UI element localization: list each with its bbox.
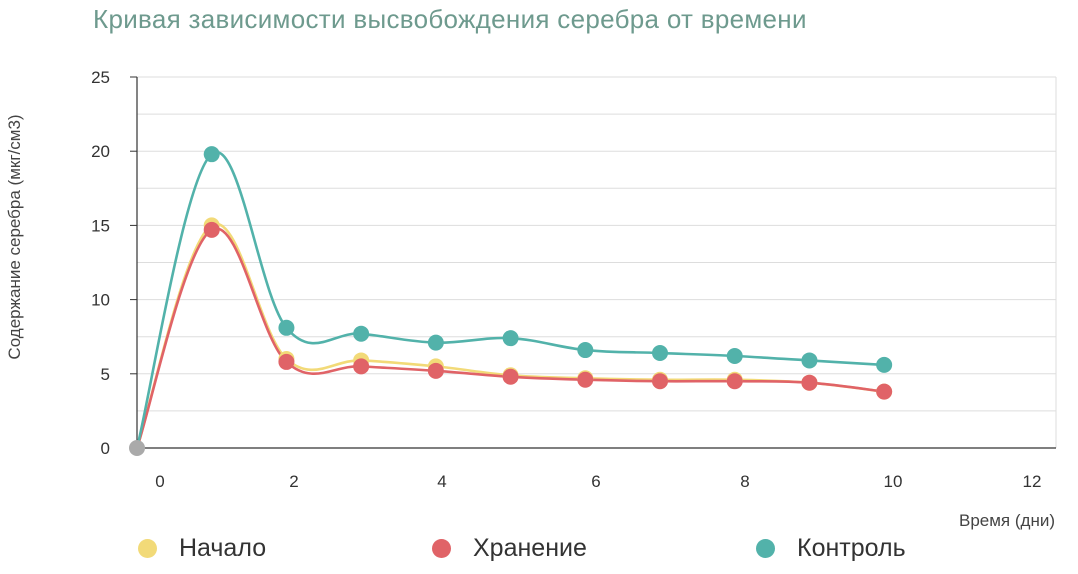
y-tick-label: 25 — [91, 68, 110, 87]
data-point — [801, 374, 818, 391]
legend-item[interactable]: Контроль — [756, 534, 906, 563]
data-point — [726, 347, 743, 364]
legend-item[interactable]: Хранение — [432, 534, 587, 563]
x-tick-label: 8 — [740, 472, 749, 491]
x-tick-label: 12 — [1023, 472, 1042, 491]
data-point — [353, 358, 370, 375]
legend-label: Контроль — [797, 534, 906, 562]
data-point — [801, 352, 818, 369]
x-tick-label: 2 — [289, 472, 298, 491]
data-point — [502, 368, 519, 385]
y-tick-label: 15 — [91, 216, 110, 235]
data-point — [427, 362, 444, 379]
data-point — [577, 371, 594, 388]
chart-plot: 0 5 10 15 20 25 0 2 4 6 8 10 12 Время (дни) Содержан… — [5, 68, 1057, 530]
y-tick-label: 5 — [101, 365, 110, 384]
data-point — [876, 356, 893, 373]
x-tick-label: 4 — [437, 472, 446, 491]
y-axis-title: Содержание серебра (мкг/см3) — [5, 114, 24, 359]
legend-item[interactable]: Начало — [138, 534, 266, 563]
legend-marker — [138, 539, 157, 558]
y-tick-label: 0 — [101, 439, 110, 458]
data-point — [278, 319, 295, 336]
y-tick-label: 20 — [91, 142, 110, 161]
origin-point — [129, 440, 145, 456]
data-point — [652, 345, 669, 362]
chart-title: Кривая зависимости высвобождения серебра… — [93, 4, 807, 34]
data-point — [278, 353, 295, 370]
x-tick-label: 6 — [591, 472, 600, 491]
data-point — [502, 330, 519, 347]
data-points — [129, 146, 893, 456]
x-tick-label: 0 — [155, 472, 164, 491]
tick-labels: 0 5 10 15 20 25 0 2 4 6 8 10 12 — [91, 68, 1041, 491]
grid-lines — [137, 76, 1057, 448]
data-point — [427, 334, 444, 351]
data-point — [577, 342, 594, 359]
y-tick-label: 10 — [91, 291, 110, 310]
data-point — [203, 146, 220, 163]
x-tick-label: 10 — [884, 472, 903, 491]
legend-marker — [756, 539, 775, 558]
data-point — [353, 325, 370, 342]
data-point — [203, 221, 220, 238]
legend-label: Хранение — [473, 534, 587, 562]
x-axis-title: Время (дни) — [959, 511, 1055, 530]
legend-marker — [432, 539, 451, 558]
data-point — [726, 373, 743, 390]
legend: Начало Хранение Контроль — [0, 534, 1078, 574]
data-point — [652, 373, 669, 390]
legend-label: Начало — [179, 534, 267, 562]
data-point — [876, 383, 893, 400]
